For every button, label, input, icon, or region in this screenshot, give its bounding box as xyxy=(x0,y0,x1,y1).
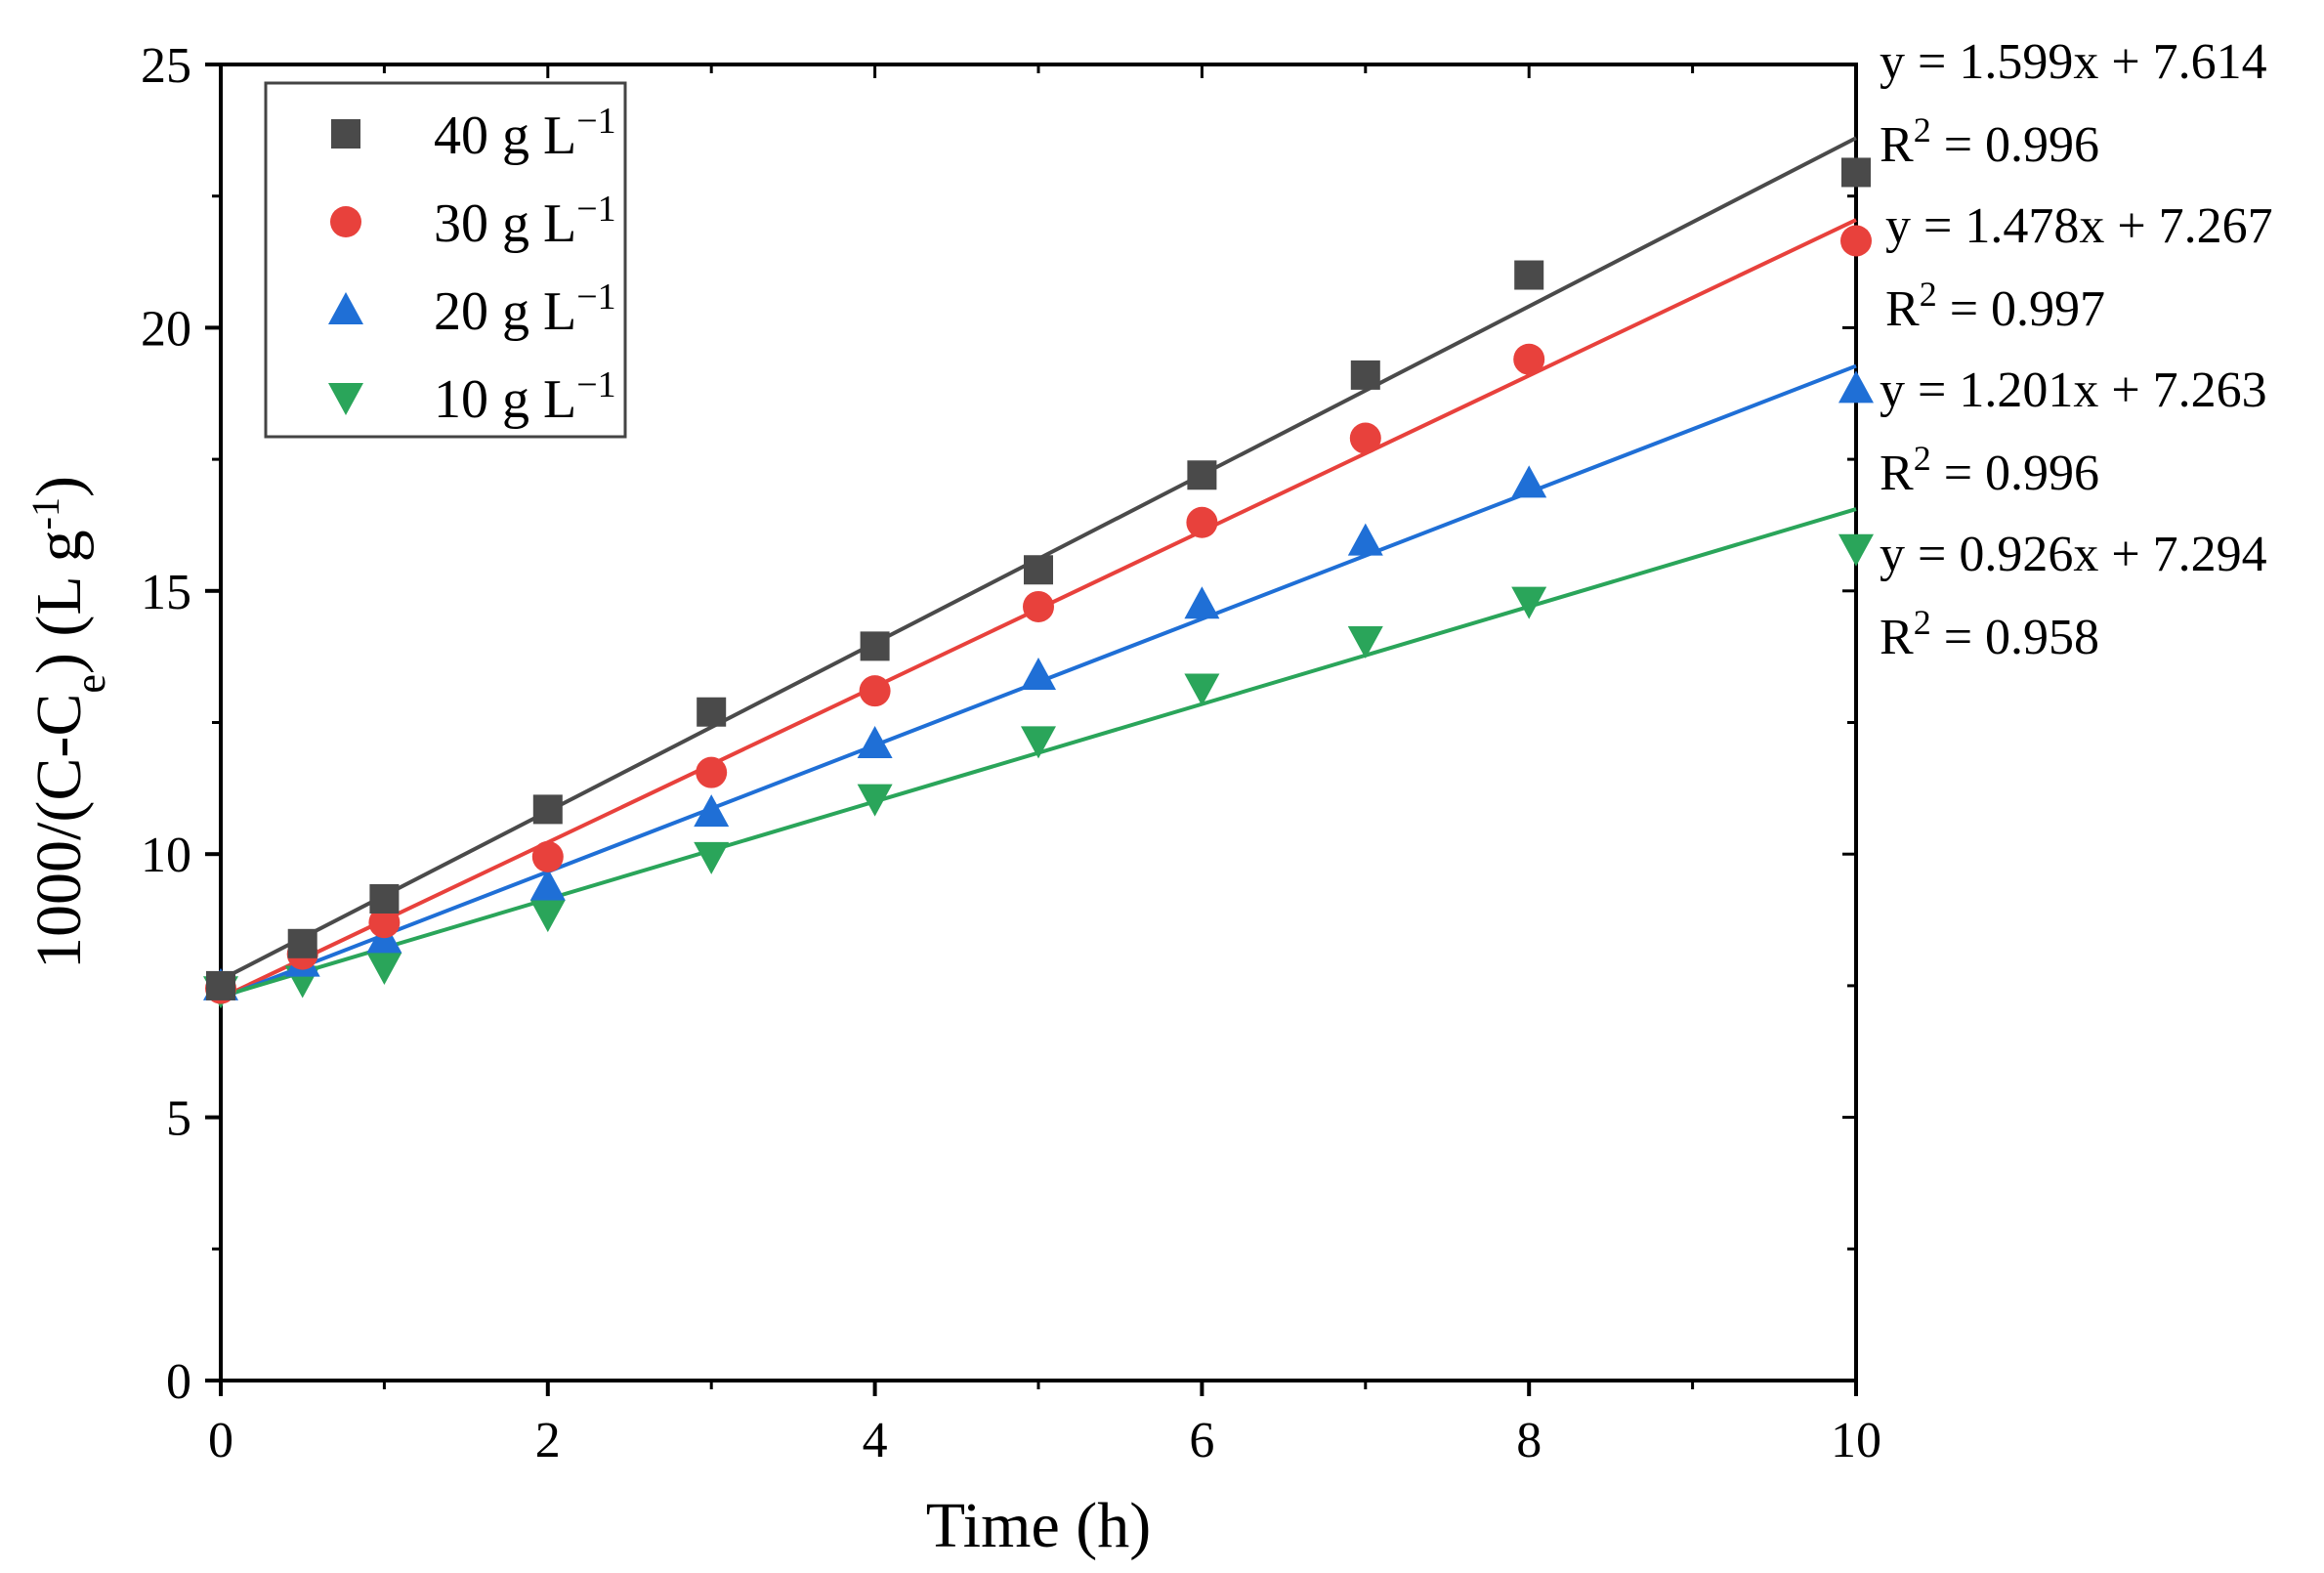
x-tick-label: 6 xyxy=(1189,1413,1214,1468)
legend-marker-2 xyxy=(328,292,363,324)
data-point-series-3 xyxy=(1184,673,1220,706)
legend-label-2: 20 g L−1 xyxy=(434,276,616,342)
data-point-series-3 xyxy=(1838,533,1874,567)
legend-label-sup: −1 xyxy=(576,276,615,318)
legend-label-sup: −1 xyxy=(576,189,615,230)
r2-label-main: R xyxy=(1880,610,1914,665)
x-axis-title: Time (h) xyxy=(926,1490,1151,1561)
data-point-series-2 xyxy=(1347,523,1383,556)
r2-label-value: = 0.996 xyxy=(1931,446,2099,501)
legend-label-sup: −1 xyxy=(576,101,615,142)
r2-label-main: R xyxy=(1880,117,1914,173)
data-point-series-2 xyxy=(1184,586,1220,619)
y-axis-title: 1000/(C-Ce) (L g-1) xyxy=(23,476,114,969)
data-point-series-1 xyxy=(1840,225,1872,257)
data-point-series-0 xyxy=(532,794,563,825)
y-tick-label: 0 xyxy=(166,1354,191,1410)
r2-label-sup: 2 xyxy=(1914,110,1931,149)
data-point-series-3 xyxy=(1511,586,1547,619)
data-point-series-2 xyxy=(1511,465,1547,498)
data-point-series-1 xyxy=(368,907,401,939)
y-axis-title-main: 1000/(C-C xyxy=(23,694,95,969)
data-point-series-1 xyxy=(1349,422,1381,454)
data-point-series-2 xyxy=(857,726,893,759)
data-point-series-0 xyxy=(1514,260,1544,290)
legend-label-0: 40 g L−1 xyxy=(434,101,616,166)
r2-label-value: = 0.997 xyxy=(1937,281,2105,337)
equation-label-0: y = 1.599x + 7.614 xyxy=(1880,34,2267,90)
r2-label-1: R2 = 0.997 xyxy=(1885,275,2105,337)
x-tick-label: 0 xyxy=(208,1413,233,1468)
legend-label-3: 10 g L−1 xyxy=(434,364,616,430)
data-point-series-1 xyxy=(859,675,891,707)
y-tick-label: 5 xyxy=(166,1091,191,1147)
data-point-series-0 xyxy=(1187,460,1217,490)
data-point-series-3 xyxy=(1021,726,1056,759)
legend-label-main: 40 g L xyxy=(434,106,576,166)
data-point-series-0 xyxy=(287,928,317,958)
data-point-series-2 xyxy=(529,868,566,901)
x-tick-label: 2 xyxy=(535,1413,561,1468)
equation-label-1: y = 1.478x + 7.267 xyxy=(1885,198,2273,254)
x-tick-label: 4 xyxy=(863,1413,888,1468)
legend-label-1: 30 g L−1 xyxy=(434,189,616,254)
y-tick-label: 10 xyxy=(141,828,191,883)
data-point-series-0 xyxy=(1024,555,1053,585)
r2-label-sup: 2 xyxy=(1920,275,1937,314)
data-point-series-1 xyxy=(1023,590,1054,622)
y-axis-title-sub: e xyxy=(66,674,114,694)
legend-label-sup: −1 xyxy=(576,364,615,405)
data-point-series-3 xyxy=(366,953,402,986)
legend-label-main: 20 g L xyxy=(434,281,576,342)
data-point-series-2 xyxy=(1838,370,1874,404)
y-axis-title-sup: -1 xyxy=(23,497,67,530)
legend-label-main: 10 g L xyxy=(434,369,576,430)
equation-label-2: y = 1.201x + 7.263 xyxy=(1880,362,2267,418)
y-tick-label: 15 xyxy=(141,565,191,620)
legend-marker-0 xyxy=(331,119,360,149)
r2-label-2: R2 = 0.996 xyxy=(1880,439,2099,501)
legend-marker-3 xyxy=(328,383,363,415)
legend-marker-1 xyxy=(330,206,361,237)
r2-label-value: = 0.996 xyxy=(1931,117,2099,173)
equation-label-3: y = 0.926x + 7.294 xyxy=(1880,527,2267,582)
data-point-series-1 xyxy=(696,756,728,788)
x-tick-label: 8 xyxy=(1516,1413,1542,1468)
r2-label-3: R2 = 0.958 xyxy=(1880,603,2099,665)
r2-label-main: R xyxy=(1880,446,1914,501)
data-point-series-1 xyxy=(1186,506,1218,538)
y-axis-title-end: ) xyxy=(23,476,95,497)
x-tick-label: 10 xyxy=(1831,1413,1881,1468)
data-point-series-0 xyxy=(1841,157,1871,188)
legend-label-main: 30 g L xyxy=(434,193,576,254)
data-point-series-3 xyxy=(1347,625,1383,659)
data-point-series-0 xyxy=(1350,360,1380,390)
r2-label-sup: 2 xyxy=(1914,603,1931,642)
r2-label-sup: 2 xyxy=(1914,439,1931,478)
data-point-series-0 xyxy=(697,697,727,727)
data-point-series-2 xyxy=(694,794,730,828)
data-point-series-1 xyxy=(531,840,564,872)
y-axis-title-mid: ) (L g xyxy=(23,530,95,674)
r2-label-0: R2 = 0.996 xyxy=(1880,110,2099,173)
data-point-series-0 xyxy=(860,631,890,661)
data-point-series-3 xyxy=(694,841,730,874)
data-point-series-0 xyxy=(206,970,235,1000)
y-tick-label: 20 xyxy=(141,301,191,357)
r2-label-value: = 0.958 xyxy=(1931,610,2099,665)
data-point-series-1 xyxy=(1513,343,1545,375)
y-tick-label: 25 xyxy=(141,38,191,94)
data-point-series-3 xyxy=(529,900,566,933)
data-point-series-2 xyxy=(1021,658,1056,691)
legend-box xyxy=(264,81,627,439)
data-point-series-3 xyxy=(857,784,893,817)
r2-label-main: R xyxy=(1885,281,1920,337)
data-point-series-0 xyxy=(369,883,400,914)
